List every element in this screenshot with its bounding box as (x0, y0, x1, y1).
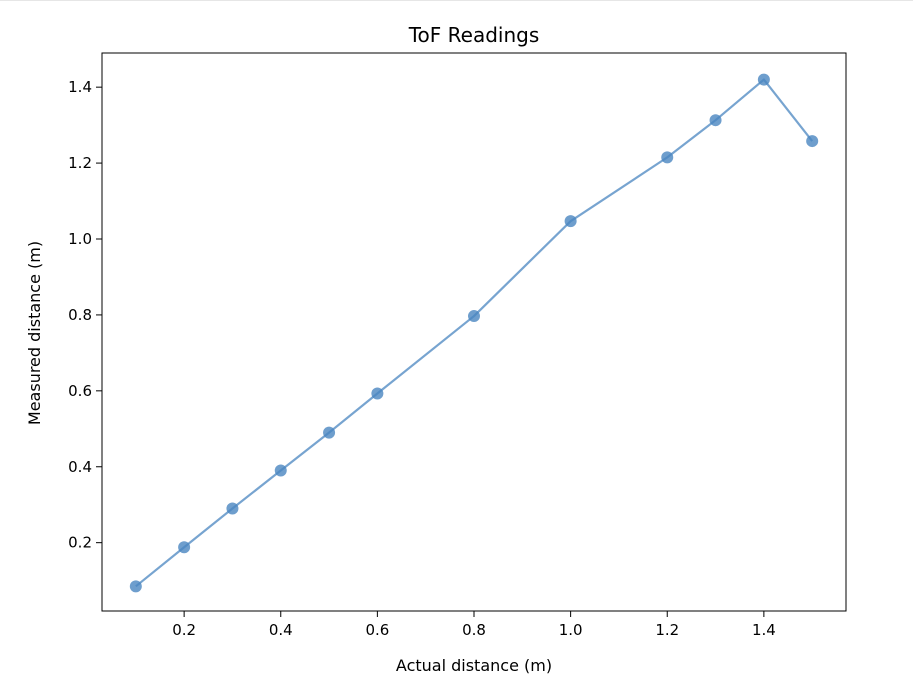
x-axis-label: Actual distance (m) (396, 656, 552, 675)
series-line (135, 78, 814, 588)
x-tick-label: 0.2 (172, 621, 196, 639)
x-tick-label: 1.4 (752, 621, 776, 639)
plot-area: 0.2 0.4 0.6 0.8 1.0 1.2 1.4 0.2 0.4 0.6 0.8 1.0 1.2 1… (68, 52, 847, 639)
data-point (709, 114, 722, 127)
y-tick-label: 1.4 (68, 78, 92, 96)
y-axis-label: Measured distance (m) (25, 241, 44, 425)
data-point (226, 502, 239, 515)
data-point (564, 215, 577, 228)
axes-frame (101, 52, 847, 612)
y-tick-label: 1.0 (68, 230, 92, 248)
data-point (323, 426, 336, 439)
data-point (274, 464, 287, 477)
x-tick-label: 0.4 (269, 621, 293, 639)
y-tick-label: 0.6 (68, 382, 92, 400)
x-tick-label: 1.2 (655, 621, 679, 639)
y-tick-label: 1.2 (68, 154, 92, 172)
data-point (178, 541, 191, 554)
x-tick-label: 0.8 (462, 621, 486, 639)
data-point (661, 151, 674, 164)
y-tick-label: 0.2 (68, 534, 92, 552)
top-border (0, 0, 913, 1)
x-tick-label: 1.0 (559, 621, 583, 639)
data-point (757, 73, 770, 86)
data-point (371, 387, 384, 400)
data-point (468, 310, 480, 323)
data-point (806, 135, 819, 148)
y-tick-label: 0.8 (68, 306, 92, 324)
data-point (129, 580, 142, 593)
y-tick-label: 0.4 (68, 458, 92, 476)
x-tick-label: 0.6 (365, 621, 389, 639)
chart-title: ToF Readings (408, 23, 540, 47)
